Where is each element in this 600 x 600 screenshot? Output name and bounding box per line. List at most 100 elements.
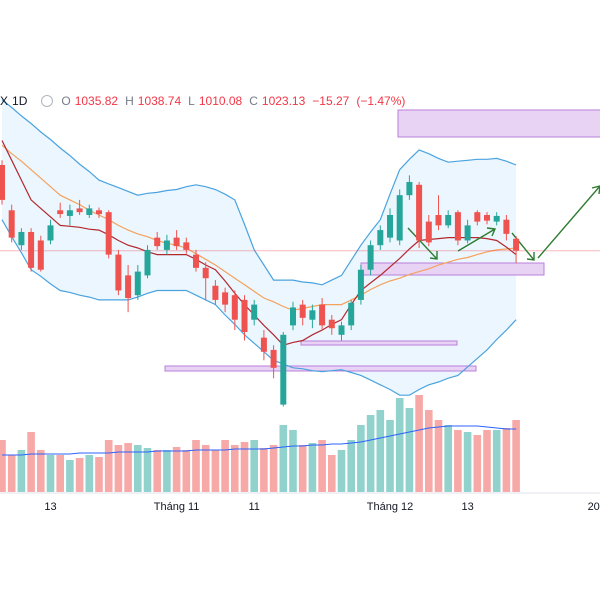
candle-body: [241, 299, 248, 332]
indicator-line: [1, 99, 517, 286]
candle-body: [474, 212, 481, 222]
candle-body: [222, 292, 229, 305]
volume-bar: [328, 455, 336, 492]
candle-body: [357, 269, 364, 300]
candle-body: [377, 230, 384, 246]
volume-bar: [308, 443, 317, 492]
candle-body: [260, 337, 267, 352]
volume-bar: [27, 432, 35, 492]
volume-bar: [201, 445, 210, 492]
candle-body: [280, 334, 287, 405]
volume-bar: [124, 443, 132, 492]
back-layer: [0, 99, 520, 492]
ohlc-key: H: [125, 94, 134, 108]
candle-body: [8, 210, 15, 238]
volume-bar: [192, 440, 200, 492]
candle-body: [270, 349, 277, 368]
ohlc-key: L: [188, 94, 195, 108]
candle-body: [406, 181, 413, 196]
volume-bar: [502, 428, 511, 492]
candle-body: [154, 237, 161, 247]
volume-bar: [250, 440, 258, 492]
change: −15.27: [312, 94, 350, 108]
volume-bar: [85, 455, 94, 492]
candle-body: [484, 215, 490, 221]
volume-bar: [318, 440, 326, 492]
volume-bar: [240, 442, 249, 492]
candle-body: [445, 215, 452, 226]
candle-body: [309, 310, 316, 320]
candle-body: [212, 285, 219, 300]
candle-body: [37, 240, 44, 270]
volume-bar: [46, 455, 55, 492]
candle-body: [464, 225, 471, 241]
candle-body: [18, 231, 25, 246]
x-tick-label: 11: [248, 501, 259, 513]
candle-body: [367, 245, 374, 270]
candle-body: [435, 215, 442, 226]
x-tick-label: 20: [588, 501, 600, 513]
volume-bar: [366, 415, 375, 492]
candle-body: [163, 240, 170, 250]
ohlc-value: 1023.13: [261, 94, 306, 108]
arrows: [407, 185, 600, 261]
candle-body: [251, 304, 258, 320]
front-layer: 13 Tháng 11 11 Tháng 12 13 20: [0, 160, 600, 513]
volume-bar: [260, 448, 268, 492]
volume-bar: [473, 435, 482, 492]
volume-bar: [75, 458, 84, 492]
candle-body: [105, 212, 112, 255]
volume-bar: [454, 430, 462, 492]
volume-bar: [17, 450, 26, 492]
x-tick-label: Tháng 12: [367, 501, 413, 513]
candle-body: [231, 295, 238, 320]
ohlc-value: 1038.74: [137, 94, 182, 108]
x-tick-label: 13: [461, 501, 473, 513]
ohlc-value: 1010.08: [198, 94, 243, 108]
candle-body: [319, 304, 326, 326]
candle-body: [57, 210, 64, 215]
volume-bar: [405, 408, 414, 492]
candle-body: [173, 237, 180, 247]
legend-header: X 1D O 1035.82 H 1038.74 L 1010.08 C 1023.13…: [0, 94, 408, 108]
volume-bar: [0, 440, 6, 492]
candle-body: [425, 221, 432, 243]
candle-body: [299, 304, 306, 318]
candle-body: [115, 254, 122, 291]
x-tick-label: Tháng 11: [154, 501, 200, 513]
candle-body: [0, 165, 5, 200]
candle-body: [76, 208, 83, 213]
volume-bar: [182, 450, 191, 492]
volume-bar: [163, 450, 171, 492]
candle-body: [503, 219, 510, 234]
volume-ma-line: [2, 425, 517, 456]
volume-bar: [492, 430, 501, 492]
indicator-line: [1, 219, 517, 396]
zone: [300, 340, 458, 346]
zone: [164, 365, 477, 372]
volume-bar: [231, 445, 239, 492]
volume-bar: [66, 460, 74, 492]
volume-bar: [483, 430, 491, 492]
volume-bar: [7, 455, 16, 492]
volume-bar: [37, 450, 45, 492]
volume-bar: [395, 398, 404, 492]
candle-body: [328, 319, 335, 329]
arrow: [457, 227, 497, 252]
volume-bar: [444, 425, 452, 492]
volume-bar: [415, 395, 423, 492]
x-tick-label: 13: [44, 501, 56, 513]
arrow: [537, 185, 600, 259]
interval: 1D: [12, 94, 28, 108]
visibility-icon[interactable]: [41, 95, 54, 107]
volume-bar: [95, 457, 103, 492]
candle-body: [387, 215, 393, 238]
band-fill: [2, 99, 517, 396]
volume-bar: [56, 455, 64, 492]
candle-body: [513, 238, 520, 251]
volume-bar: [221, 440, 229, 492]
volume-bar: [298, 445, 307, 492]
volume-bar: [512, 420, 520, 492]
candle-body: [493, 215, 500, 222]
